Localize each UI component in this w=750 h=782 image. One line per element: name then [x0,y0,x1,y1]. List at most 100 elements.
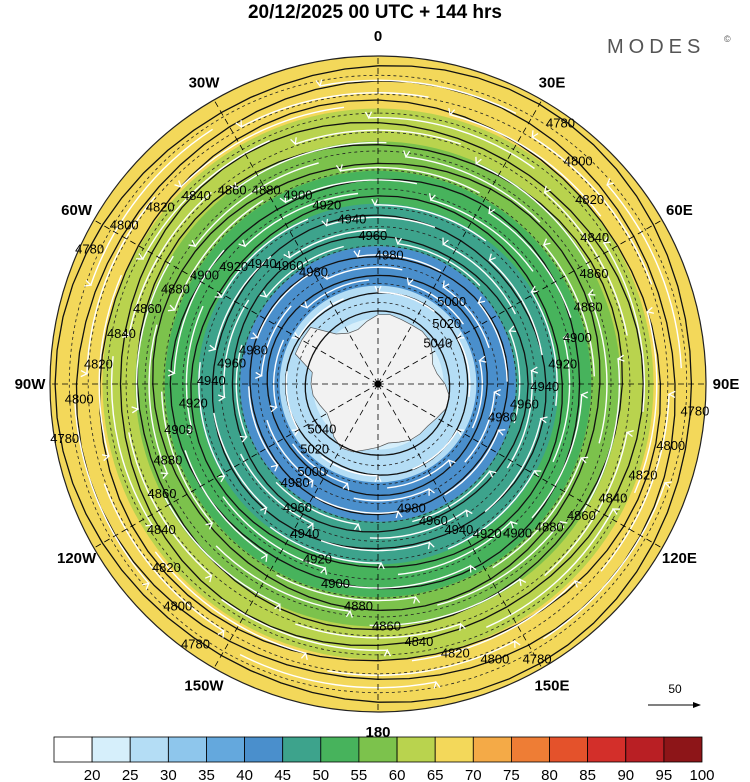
contour-label-text: 4780 [75,242,104,257]
streamline [244,192,359,247]
streamline [369,578,521,627]
brand-mark: © [724,34,731,44]
contour-label: 4780 [75,242,104,257]
streamline-arrowhead [315,79,323,88]
contour-label-text: 4860 [372,618,401,633]
contour-label-text: 4960 [419,513,448,528]
contour-label: 4860 [372,618,401,633]
contour-label-text: 4800 [163,598,192,613]
contour-label: 4800 [564,154,593,169]
colorbar-tick-label: 80 [541,767,558,782]
colorbar-swatch [53,736,93,763]
contour-label: 4820 [441,646,470,661]
streamline-arrowhead [290,137,297,146]
streamline [148,324,168,474]
streamline-arrowhead [229,181,237,190]
streamline-arrowhead [531,130,539,139]
contour-label-text: 4800 [656,438,685,453]
streamline [633,311,658,494]
streamline [164,496,281,606]
contour-label-text: 4980 [488,409,517,424]
streamline [552,337,571,463]
streamline [489,259,543,356]
streamline-arrowhead [530,366,539,374]
streamline [276,574,416,602]
contour-label: 4780 [546,115,575,130]
meridian-line [93,383,379,549]
contour-label-text: 4800 [564,154,593,169]
contour-label: 4900 [284,188,313,203]
contour-label: 4960 [419,513,448,528]
streamline [297,298,344,339]
contour-label: 4900 [164,422,193,437]
streamline [90,128,213,286]
streamline-arrowhead [539,416,548,424]
longitude-label: 90W [15,376,47,393]
contour-label-text: 4940 [197,373,226,388]
streamline-arrowhead [465,509,473,517]
contour-label: 4940 [290,526,319,541]
streamline [235,141,387,190]
streamline-arrowhead [488,253,496,262]
streamline [326,266,403,280]
streamline [223,299,250,398]
streamline-arrowhead [587,288,596,296]
meridian-line [213,383,379,669]
streamline [222,496,326,569]
streamline [408,283,464,325]
meridian-line [93,219,379,385]
streamline [374,204,487,242]
longitude-label: 30E [539,75,566,92]
contour-label-text: 4820 [146,200,175,215]
longitude-label: 60W [61,202,93,219]
contour-label: 4880 [344,599,373,614]
height-contour [54,65,693,703]
streamline-arrowhead [488,206,496,215]
longitude-label: 120W [57,550,97,567]
height-contour [99,99,662,662]
streamline [477,302,508,382]
contour-label-text: 4960 [510,397,539,412]
colorbar-tick-label: 55 [351,767,368,782]
colorbar-tick-label: 65 [427,767,444,782]
contour-label-text: 4920 [548,357,577,372]
contour-label: 4920 [548,357,577,372]
contour-label: 4960 [283,500,312,515]
contour-label-text: 4800 [65,392,94,407]
streamline-arrowhead [427,541,435,550]
contour-label-text: 4860 [133,301,162,316]
contour-label: 4840 [107,326,136,341]
contour-label-text: 4780 [50,431,79,446]
streamline-arrowhead [562,332,571,340]
longitude-label: 150W [184,677,224,694]
contour-label: 4940 [337,211,366,226]
streamline-arrowhead [469,564,477,573]
contour-label: 4860 [148,486,177,501]
contour-label-text: 4840 [107,326,136,341]
colorbar-swatch [549,736,588,763]
streamline [411,580,576,662]
streamline-arrowhead [433,680,441,689]
streamline [397,521,512,576]
streamline [437,521,562,606]
contour-label-text: 5020 [300,442,329,457]
streamline [531,136,653,285]
contour-label: 5040 [423,336,452,351]
streamline [353,488,430,502]
streamline-arrowhead [335,164,343,173]
contour-label: 4820 [152,560,181,575]
streamline [531,394,583,519]
colorbar-swatch [663,736,703,763]
meridian-line [213,99,379,385]
colorbar-tick-label: 30 [160,767,177,782]
streamline [368,116,535,170]
streamline-arrowhead [519,578,527,587]
contour-label: 4820 [146,200,175,215]
map-title: 20/12/2025 00 UTC + 144 hrs [248,2,502,23]
contour-label-text: 4960 [358,228,387,243]
streamline-arrowhead [188,239,197,248]
streamline-arrowhead [160,472,169,480]
dashed-contour [87,93,669,675]
colorbar-tick-label: 35 [198,767,215,782]
contour-label-text: 4980 [375,248,404,263]
